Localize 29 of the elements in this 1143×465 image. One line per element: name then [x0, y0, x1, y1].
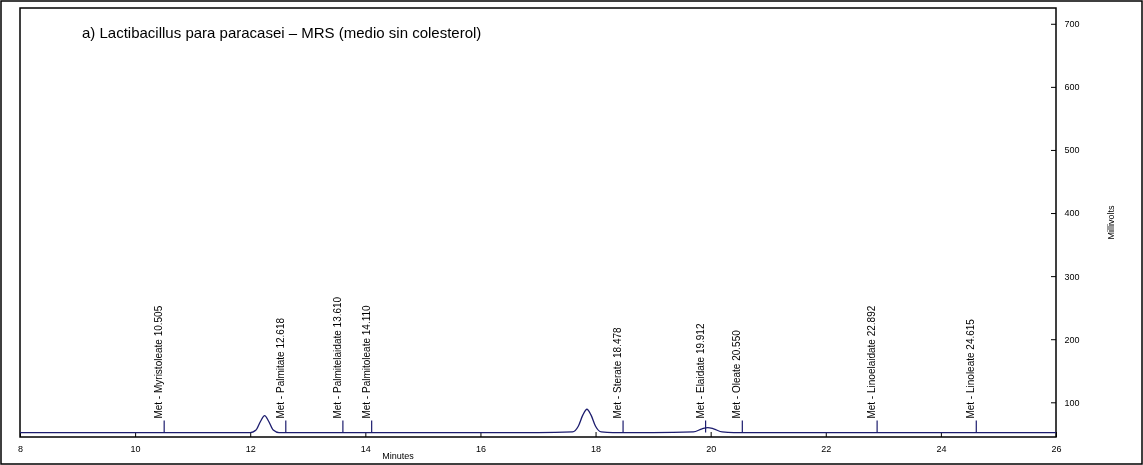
x-tick-label: 24 [936, 443, 947, 454]
y-tick-label: 600 [1064, 82, 1080, 93]
y-tick-label: 500 [1064, 145, 1080, 156]
annotation: Met - Oleate 20.550 [731, 329, 743, 419]
x-tick-label: 16 [475, 443, 486, 454]
x-tick-label: 26 [1051, 443, 1062, 454]
x-tick-label: 18 [591, 443, 602, 454]
annotation: Met - Linoelaidate 22.892 [866, 305, 878, 419]
annotation: Met - Palmitoleate 14.110 [360, 304, 372, 419]
annotation: Met - Palmitelaidate 13.610 [331, 296, 343, 419]
x-tick-label: 12 [245, 443, 256, 454]
annotation: Met - Sterate 18.478 [612, 326, 624, 419]
y-tick-label: 700 [1064, 19, 1080, 30]
annotation: Met - Palmitate 12.618 [274, 317, 286, 419]
annotation: Met - Linoleate 24.615 [965, 318, 977, 419]
x-tick-label: 20 [706, 443, 717, 454]
y-axis-title: Millivolts [1106, 205, 1116, 240]
annotation: Met - Myristoleate 10.505 [153, 305, 165, 419]
x-axis-title: Minutes [382, 451, 415, 461]
y-tick-label: 300 [1064, 271, 1080, 282]
y-tick-label: 200 [1064, 334, 1080, 345]
x-tick-label: 22 [821, 443, 832, 454]
x-tick-label: 14 [360, 443, 371, 454]
text: a) Lactibacillus para paracasei – MRS (medio sin colesterol) [82, 24, 482, 41]
annotation: Met - Elaidate 19.912 [694, 323, 706, 419]
y-tick-label: 400 [1064, 208, 1080, 219]
x-tick-label: 10 [130, 443, 141, 454]
y-tick-label: 100 [1064, 397, 1080, 408]
x-tick-label: 8 [17, 443, 24, 454]
